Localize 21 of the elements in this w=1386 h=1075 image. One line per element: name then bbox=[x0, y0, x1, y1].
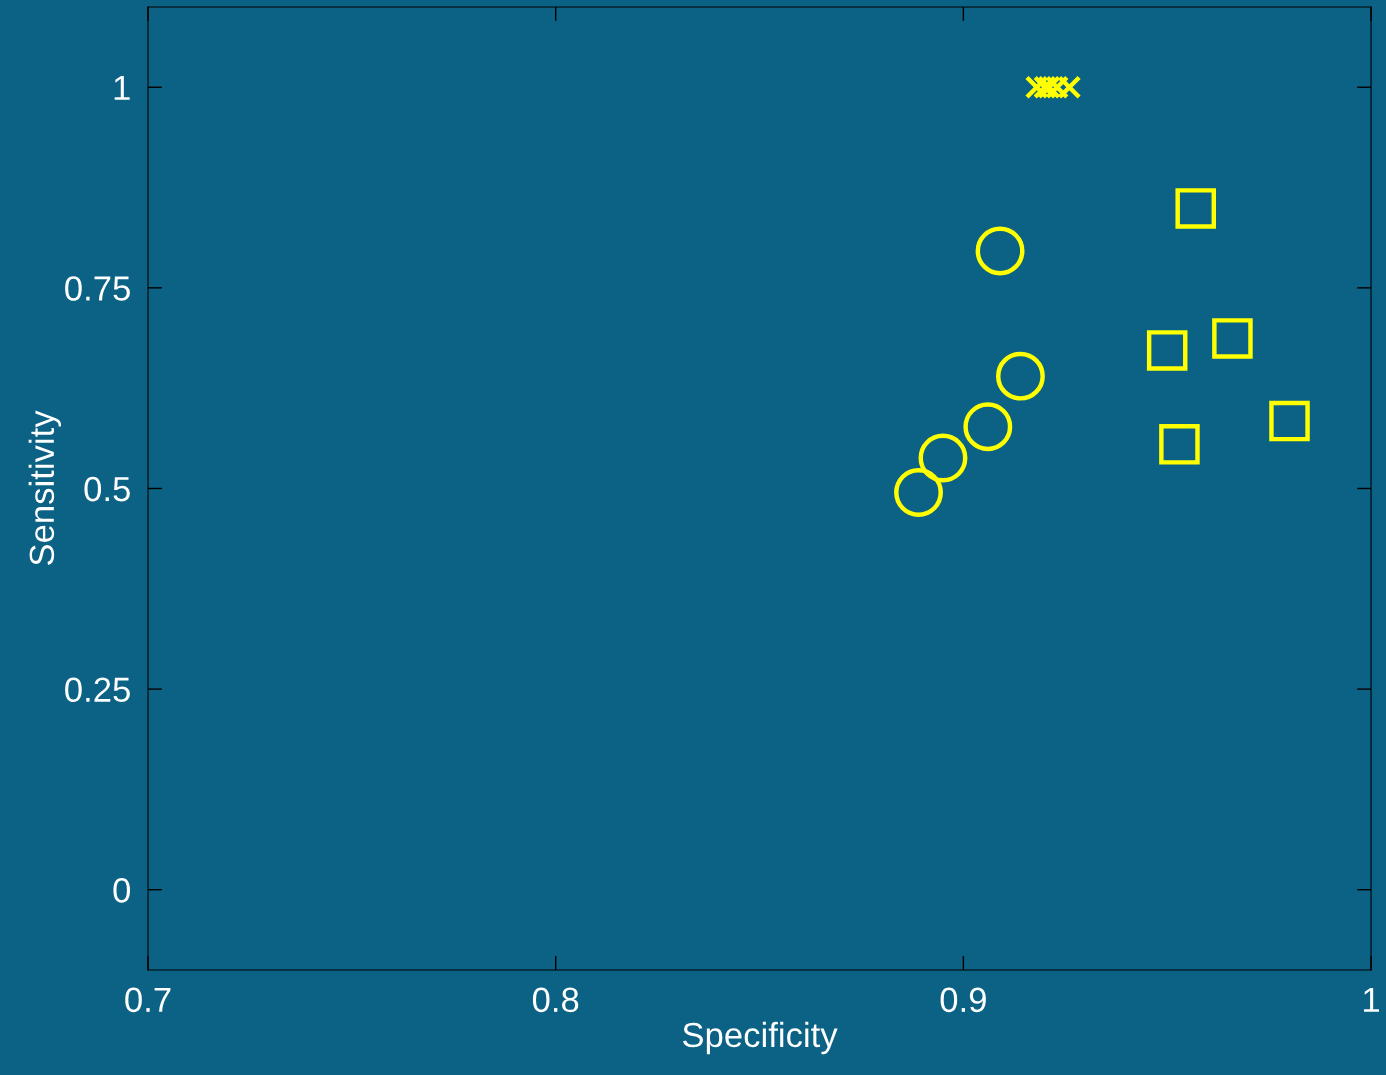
point bbox=[963, 402, 1013, 452]
y-tick-label: 0.75 bbox=[65, 276, 130, 301]
x-tick-label: 0.7 bbox=[125, 987, 171, 1013]
x-tick-label: 1 bbox=[1364, 987, 1379, 1012]
y-tick-label: 0.25 bbox=[65, 677, 130, 703]
point bbox=[894, 468, 943, 517]
x-axis-title: Specificity bbox=[682, 1021, 838, 1055]
y-tick-label: 1 bbox=[114, 75, 130, 100]
x-tick-label: 0.8 bbox=[532, 987, 579, 1013]
y-tick-label: 0.5 bbox=[84, 476, 130, 502]
y-tick-label: 0 bbox=[113, 878, 130, 903]
point bbox=[1175, 188, 1217, 229]
point bbox=[1159, 424, 1200, 465]
point bbox=[975, 226, 1025, 276]
point bbox=[1212, 318, 1253, 359]
y-axis-title: Sensitivity bbox=[28, 410, 62, 566]
point bbox=[995, 351, 1045, 401]
x-tick-label: 0.9 bbox=[940, 987, 986, 1013]
point bbox=[1269, 400, 1310, 442]
point bbox=[918, 433, 968, 483]
point bbox=[1146, 330, 1188, 371]
